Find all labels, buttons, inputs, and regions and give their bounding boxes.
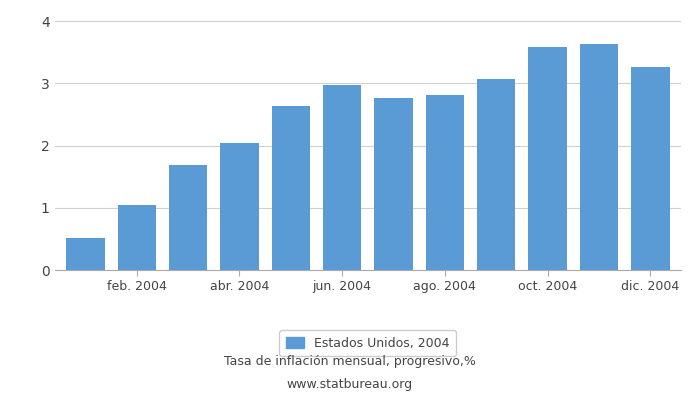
- Bar: [477, 79, 515, 270]
- Bar: [323, 85, 361, 270]
- Bar: [220, 143, 259, 270]
- Bar: [580, 44, 618, 270]
- Bar: [374, 98, 413, 270]
- Bar: [66, 238, 105, 270]
- Text: Tasa de inflación mensual, progresivo,%: Tasa de inflación mensual, progresivo,%: [224, 356, 476, 368]
- Bar: [169, 165, 207, 270]
- Bar: [118, 205, 156, 270]
- Bar: [426, 95, 464, 270]
- Bar: [272, 106, 310, 270]
- Bar: [631, 67, 669, 270]
- Text: www.statbureau.org: www.statbureau.org: [287, 378, 413, 391]
- Bar: [528, 48, 567, 270]
- Legend: Estados Unidos, 2004: Estados Unidos, 2004: [279, 330, 456, 356]
